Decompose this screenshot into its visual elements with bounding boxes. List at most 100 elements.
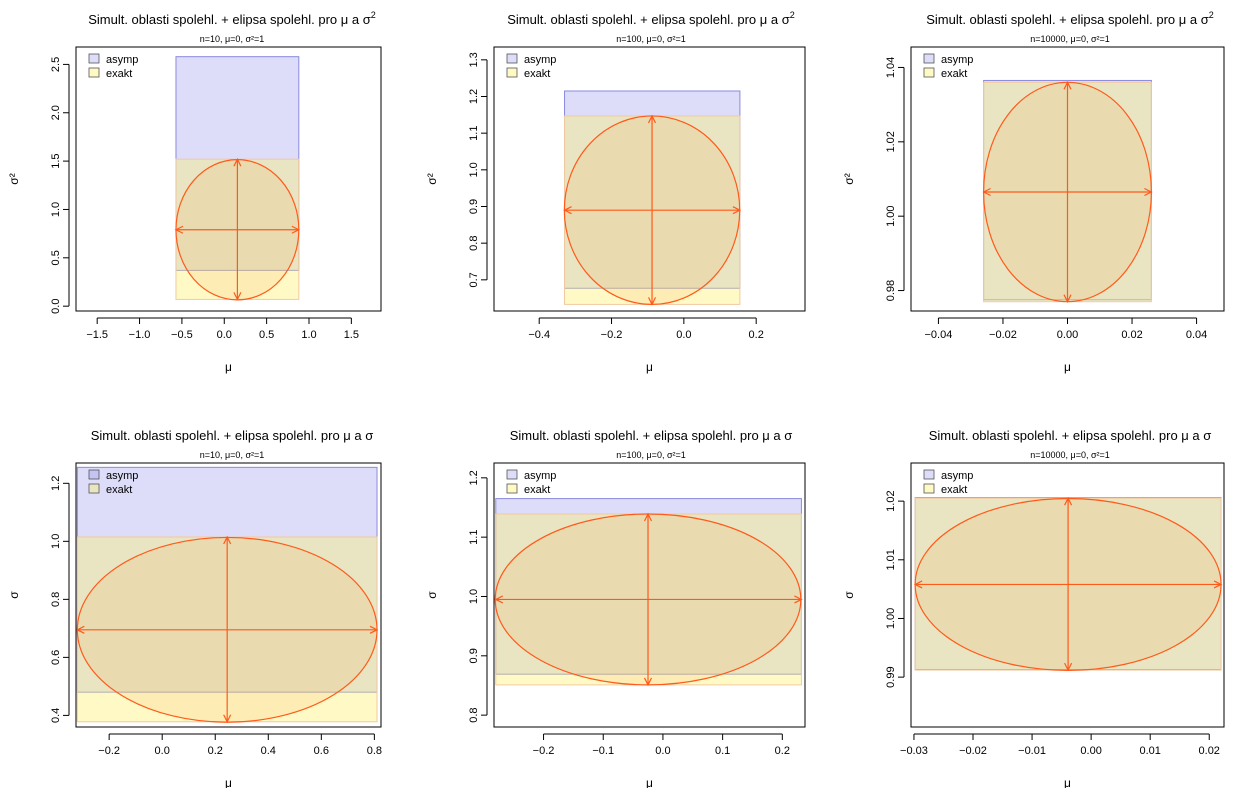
x-tick-label: 0.1 — [715, 745, 730, 757]
x-tick-label: −0.1 — [592, 745, 614, 757]
arrow-head-right — [732, 206, 742, 215]
arrow-head-bottom — [1064, 662, 1073, 672]
y-tick-label: 2.0 — [50, 105, 62, 120]
x-axis-label: μ — [225, 776, 232, 788]
y-axis-label: σ — [425, 591, 439, 599]
y-tick-label: 1.2 — [468, 470, 480, 485]
arrow-head-right — [1144, 187, 1153, 197]
arrow-head-left — [982, 187, 991, 197]
arrow-head-bottom — [233, 292, 242, 301]
x-tick-label: −0.5 — [171, 329, 193, 341]
y-tick-label: 1.01 — [885, 549, 897, 570]
x-tick-label: −0.4 — [528, 329, 550, 341]
y-axis-label: σ² — [842, 173, 856, 184]
legend-label-asymp: asymp — [106, 54, 138, 66]
chart-title-main: Simult. oblasti spolehl. + elipsa spoleh… — [510, 428, 793, 443]
legend-label-asymp: asymp — [524, 54, 556, 66]
arrow-head-bottom — [1063, 294, 1072, 304]
chart-subtitle: n=10000, μ=0, σ²=1 — [1030, 34, 1110, 44]
chart-title-sup: 2 — [371, 10, 376, 20]
x-tick-label: −0.2 — [601, 329, 623, 341]
plot-frame — [75, 462, 382, 728]
y-tick-label: 2.5 — [50, 57, 62, 72]
x-axis-label: μ — [1064, 776, 1071, 788]
y-tick-label: 1.00 — [885, 608, 897, 629]
x-tick-label: 0.0 — [676, 329, 691, 341]
legend-swatch-exakt — [88, 67, 100, 78]
arrow-head-top — [647, 114, 657, 124]
arrow-head-left — [494, 595, 504, 604]
arrow-head-bottom — [647, 297, 657, 306]
chart-subtitle: n=10, μ=0, σ²=1 — [200, 34, 265, 44]
chart-title-main: Simult. oblasti spolehl. + elipsa spoleh… — [926, 12, 1209, 27]
x-axis-label: μ — [646, 776, 653, 788]
chart-subtitle: n=10, μ=0, σ²=1 — [200, 450, 265, 460]
chart-title: Simult. oblasti spolehl. + elipsa spoleh… — [510, 428, 793, 443]
x-tick-label: 0.4 — [261, 745, 276, 757]
legend-label-exakt: exakt — [524, 68, 550, 80]
panel-4: Simult. oblasti spolehl. + elipsa spoleh… — [7, 428, 382, 788]
plot-frame — [910, 462, 1225, 728]
chart-title: Simult. oblasti spolehl. + elipsa spoleh… — [926, 10, 1214, 27]
arrow-head-left — [75, 625, 85, 634]
x-tick-label: 0.8 — [367, 745, 382, 757]
x-tick-label: −0.2 — [98, 745, 120, 757]
chart-subtitle: n=100, μ=0, σ²=1 — [616, 34, 686, 44]
arrow-head-bottom — [643, 677, 653, 687]
y-tick-label: 0.99 — [885, 666, 897, 687]
y-tick-label: 1.02 — [885, 131, 897, 152]
chart-title: Simult. oblasti spolehl. + elipsa spoleh… — [91, 428, 374, 443]
y-axis-label: σ — [7, 591, 21, 599]
x-tick-label: 0.0 — [217, 329, 232, 341]
x-axis-label: μ — [646, 360, 653, 374]
x-tick-label: 0.02 — [1199, 745, 1220, 757]
y-axis-label: σ² — [425, 173, 439, 184]
y-tick-label: 0.8 — [468, 707, 480, 722]
x-tick-label: 1.0 — [301, 329, 316, 341]
x-tick-label: 0.00 — [1057, 329, 1078, 341]
panel-5: Simult. oblasti spolehl. + elipsa spoleh… — [425, 428, 806, 788]
y-tick-label: 1.5 — [50, 153, 62, 168]
x-tick-label: −0.04 — [925, 329, 953, 341]
x-tick-label: 0.0 — [155, 745, 170, 757]
y-tick-label: 1.00 — [885, 205, 897, 226]
chart-title-main: Simult. oblasti spolehl. + elipsa spoleh… — [88, 12, 371, 27]
y-axis-label: σ — [842, 591, 856, 599]
chart-title-main: Simult. oblasti spolehl. + elipsa spoleh… — [507, 12, 790, 27]
legend-swatch-asymp — [88, 469, 100, 480]
y-tick-label: 1.0 — [468, 589, 480, 604]
arrow-head-top — [223, 535, 232, 545]
y-tick-label: 0.7 — [468, 272, 480, 287]
x-tick-label: 0.04 — [1186, 329, 1207, 341]
y-tick-label: 0.9 — [468, 648, 480, 663]
y-tick-label: 1.02 — [885, 490, 897, 511]
plot-frame — [493, 46, 806, 312]
x-tick-label: −0.02 — [989, 329, 1017, 341]
legend-label-exakt: exakt — [106, 68, 132, 80]
legend-label-exakt: exakt — [941, 484, 967, 496]
panel-1: Simult. oblasti spolehl. + elipsa spoleh… — [7, 10, 382, 374]
y-tick-label: 0.8 — [468, 236, 480, 251]
panel-3: Simult. oblasti spolehl. + elipsa spoleh… — [842, 10, 1225, 374]
y-tick-label: 1.0 — [50, 534, 62, 549]
x-tick-label: 0.2 — [749, 329, 764, 341]
x-tick-label: 0.00 — [1080, 745, 1101, 757]
x-tick-label: 0.02 — [1121, 329, 1142, 341]
legend-label-asymp: asymp — [106, 470, 138, 482]
x-tick-label: −1.5 — [86, 329, 108, 341]
x-tick-label: 0.6 — [314, 745, 329, 757]
y-tick-label: 0.4 — [50, 708, 62, 723]
x-tick-label: 0.2 — [208, 745, 223, 757]
legend-swatch-asymp — [506, 469, 518, 480]
chart-subtitle: n=10000, μ=0, σ²=1 — [1030, 450, 1110, 460]
legend-label-asymp: asymp — [941, 54, 973, 66]
arrow-head-left — [563, 206, 572, 215]
x-tick-label: −0.02 — [959, 745, 987, 757]
arrow-head-right — [369, 625, 379, 634]
y-tick-label: 0.98 — [885, 280, 897, 301]
legend-label-exakt: exakt — [524, 484, 550, 496]
arrow-head-left — [913, 580, 923, 589]
chart-title-main: Simult. oblasti spolehl. + elipsa spoleh… — [91, 428, 374, 443]
legend-label-exakt: exakt — [106, 484, 132, 496]
arrow-head-top — [643, 512, 653, 522]
